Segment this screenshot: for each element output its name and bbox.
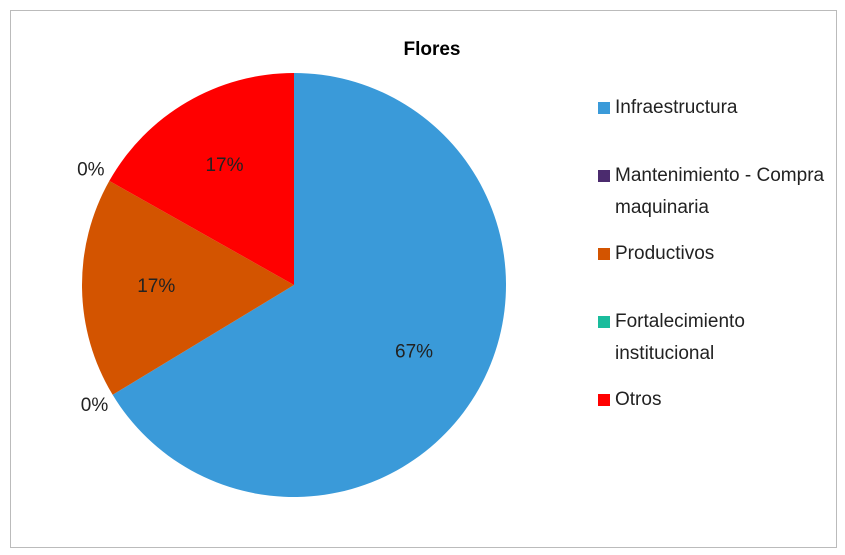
- legend: Infraestructura Mantenimiento - Compra ma…: [598, 92, 838, 416]
- legend-swatch: [598, 170, 610, 182]
- data-label: 0%: [77, 160, 105, 181]
- legend-item: Mantenimiento - Compra maquinaria: [598, 160, 838, 224]
- legend-label: Mantenimiento - Compra maquinaria: [615, 165, 825, 218]
- pie-slice: [81, 180, 294, 395]
- legend-label: Fortalecimiento institucional: [615, 311, 745, 364]
- legend-item: Infraestructura: [598, 92, 838, 124]
- data-label: 0%: [81, 395, 109, 416]
- data-label: 67%: [395, 342, 433, 363]
- pie-slice: [112, 73, 506, 497]
- pie-slice: [109, 73, 294, 285]
- legend-label: Productivos: [615, 243, 715, 264]
- legend-item: Fortalecimiento institucional: [598, 306, 838, 370]
- legend-swatch: [598, 394, 610, 406]
- legend-label: Infraestructura: [615, 97, 738, 118]
- data-label: 17%: [137, 276, 175, 297]
- chart-title: Flores: [403, 39, 460, 60]
- legend-item: Otros: [598, 384, 838, 416]
- legend-label: Otros: [615, 389, 662, 410]
- data-label: 17%: [205, 155, 243, 176]
- legend-item: Productivos: [598, 238, 838, 270]
- legend-swatch: [598, 102, 610, 114]
- legend-swatch: [598, 316, 610, 328]
- legend-swatch: [598, 248, 610, 260]
